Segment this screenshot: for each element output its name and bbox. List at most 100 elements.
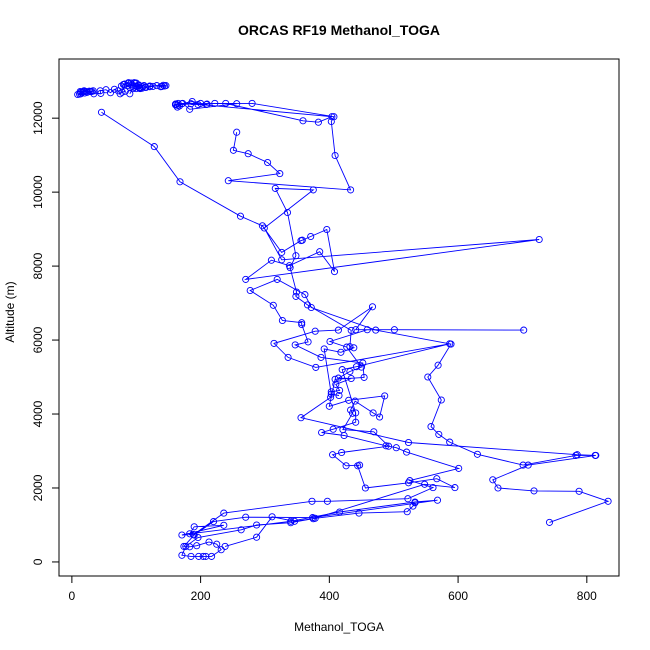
series-line <box>101 111 540 396</box>
plot-frame <box>58 58 620 577</box>
x-tick-label: 800 <box>577 589 597 603</box>
data-point <box>352 363 360 371</box>
data-point <box>171 100 180 108</box>
data-point <box>244 150 252 158</box>
data-point <box>224 177 232 185</box>
data-point <box>129 85 137 93</box>
data-point <box>221 542 229 550</box>
data-point <box>90 90 98 98</box>
data-point <box>291 341 299 349</box>
data-point <box>575 487 583 495</box>
data-point <box>222 99 230 107</box>
y-axis-label: Altitude (m) <box>3 281 17 342</box>
data-point <box>435 430 443 438</box>
data-point <box>361 484 369 492</box>
data-point <box>146 82 154 90</box>
x-tick-label: 200 <box>191 589 211 603</box>
data-point <box>323 497 331 505</box>
x-axis: 0 200 400 600 800 <box>69 576 597 603</box>
series-3 <box>171 97 355 194</box>
data-point <box>325 402 333 410</box>
data-point <box>269 301 277 309</box>
data-point <box>385 442 393 450</box>
data-point <box>433 475 441 483</box>
data-point <box>303 301 312 309</box>
data-point <box>369 409 377 417</box>
data-point <box>338 366 346 374</box>
data-point <box>233 128 241 136</box>
data-point <box>97 89 105 97</box>
data-point <box>242 275 250 283</box>
data-point <box>307 232 315 241</box>
series-2 <box>221 275 599 550</box>
data-point <box>199 552 207 560</box>
data-point <box>97 108 106 116</box>
data-point <box>404 479 413 487</box>
data-point <box>182 542 190 550</box>
data-point <box>110 85 118 93</box>
data-point <box>178 531 186 539</box>
data-point <box>421 480 429 488</box>
y-tick-label: 10000 <box>31 175 45 209</box>
data-point <box>292 292 300 300</box>
data-point <box>258 222 266 230</box>
data-point <box>545 518 554 526</box>
data-point <box>433 496 442 504</box>
data-point <box>190 531 198 539</box>
data-point <box>382 442 390 450</box>
data-point <box>604 497 612 505</box>
data-point <box>519 461 527 469</box>
chart-title: ORCAS RF19 Methanol_TOGA <box>238 22 440 38</box>
data-point <box>186 543 194 551</box>
data-point <box>403 448 411 456</box>
data-point <box>372 326 380 334</box>
data-point <box>278 256 286 264</box>
data-point <box>194 533 202 542</box>
data-point <box>309 186 317 194</box>
data-point <box>233 100 241 108</box>
data-point <box>273 275 281 283</box>
data-point <box>159 81 167 89</box>
y-tick-label: 4000 <box>31 400 45 427</box>
data-point <box>573 451 581 459</box>
data-point <box>284 353 292 361</box>
data-point <box>329 451 337 459</box>
data-point <box>271 184 279 192</box>
data-point <box>268 513 276 521</box>
data-point <box>331 375 339 383</box>
data-point <box>312 363 320 371</box>
data-point <box>370 428 378 436</box>
data-point <box>126 90 134 98</box>
data-point <box>350 344 358 352</box>
data-point <box>411 499 419 507</box>
data-point <box>202 100 210 109</box>
data-point <box>314 118 322 126</box>
data-point <box>162 82 170 90</box>
data-point <box>390 326 398 334</box>
data-point <box>429 484 437 492</box>
data-point <box>270 339 278 347</box>
y-tick-label: 6000 <box>31 326 45 353</box>
data-point <box>530 487 538 495</box>
data-point <box>446 438 454 446</box>
data-point <box>248 99 256 107</box>
data-point <box>317 353 325 361</box>
data-point <box>309 515 317 523</box>
data-point <box>323 225 331 234</box>
data-point <box>334 374 342 382</box>
data-point <box>298 319 306 327</box>
series-5 <box>74 79 170 99</box>
data-point <box>360 373 368 381</box>
data-point <box>299 117 307 125</box>
data-point <box>342 462 350 470</box>
data-point <box>404 438 413 447</box>
data-point <box>237 526 245 534</box>
data-point <box>292 288 301 296</box>
data-point <box>195 552 203 560</box>
data-point <box>301 291 309 299</box>
data-point <box>404 495 412 503</box>
data-point <box>186 530 194 538</box>
x-tick-label: 600 <box>448 589 468 603</box>
data-point <box>392 444 400 452</box>
data-point <box>520 326 528 334</box>
